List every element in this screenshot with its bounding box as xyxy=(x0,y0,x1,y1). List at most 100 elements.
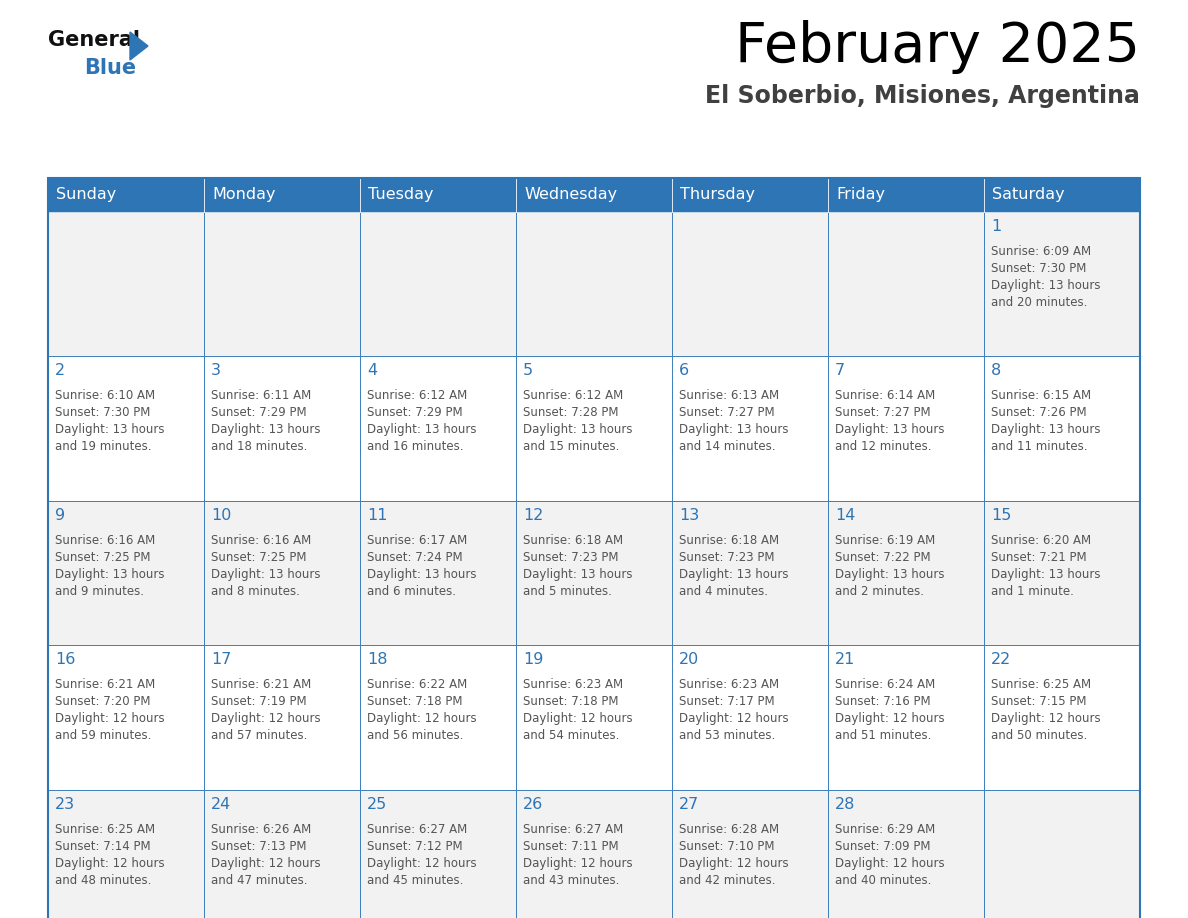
Text: Daylight: 13 hours: Daylight: 13 hours xyxy=(523,423,632,436)
Text: Sunrise: 6:10 AM: Sunrise: 6:10 AM xyxy=(55,389,156,402)
Bar xyxy=(516,789,672,918)
Text: Daylight: 13 hours: Daylight: 13 hours xyxy=(991,423,1100,436)
Text: Sunset: 7:11 PM: Sunset: 7:11 PM xyxy=(523,840,619,853)
Text: Sunset: 7:18 PM: Sunset: 7:18 PM xyxy=(523,695,619,708)
Text: Daylight: 13 hours: Daylight: 13 hours xyxy=(991,279,1100,292)
Text: Sunrise: 6:11 AM: Sunrise: 6:11 AM xyxy=(211,389,311,402)
Bar xyxy=(672,501,828,645)
Text: Sunrise: 6:21 AM: Sunrise: 6:21 AM xyxy=(211,678,311,691)
Text: Daylight: 12 hours: Daylight: 12 hours xyxy=(680,712,789,725)
Text: 6: 6 xyxy=(680,364,689,378)
Text: Daylight: 13 hours: Daylight: 13 hours xyxy=(211,568,321,581)
Bar xyxy=(672,356,828,501)
Text: Sunrise: 6:12 AM: Sunrise: 6:12 AM xyxy=(367,389,467,402)
Text: Daylight: 12 hours: Daylight: 12 hours xyxy=(835,856,944,869)
Text: Sunset: 7:27 PM: Sunset: 7:27 PM xyxy=(680,407,775,420)
Text: and 59 minutes.: and 59 minutes. xyxy=(55,729,151,742)
Text: and 12 minutes.: and 12 minutes. xyxy=(835,441,931,453)
Text: Sunrise: 6:13 AM: Sunrise: 6:13 AM xyxy=(680,389,779,402)
Text: and 6 minutes.: and 6 minutes. xyxy=(367,585,456,598)
Text: and 18 minutes.: and 18 minutes. xyxy=(211,441,308,453)
Bar xyxy=(516,356,672,501)
Polygon shape xyxy=(129,32,148,60)
Bar xyxy=(828,212,984,356)
Text: Blue: Blue xyxy=(84,58,137,78)
Text: and 48 minutes.: and 48 minutes. xyxy=(55,874,151,887)
Text: and 57 minutes.: and 57 minutes. xyxy=(211,729,308,742)
Bar xyxy=(48,356,204,501)
Text: Sunset: 7:30 PM: Sunset: 7:30 PM xyxy=(55,407,151,420)
Text: Daylight: 13 hours: Daylight: 13 hours xyxy=(55,568,164,581)
Text: Sunset: 7:25 PM: Sunset: 7:25 PM xyxy=(211,551,307,564)
Text: Daylight: 12 hours: Daylight: 12 hours xyxy=(991,712,1100,725)
Text: Sunrise: 6:27 AM: Sunrise: 6:27 AM xyxy=(367,823,467,835)
Text: and 20 minutes.: and 20 minutes. xyxy=(991,296,1087,309)
Bar xyxy=(828,789,984,918)
Bar xyxy=(672,212,828,356)
Text: Sunset: 7:26 PM: Sunset: 7:26 PM xyxy=(991,407,1087,420)
Bar xyxy=(672,789,828,918)
Text: 11: 11 xyxy=(367,508,387,522)
Bar xyxy=(828,501,984,645)
Text: 22: 22 xyxy=(991,652,1011,667)
Text: Sunrise: 6:14 AM: Sunrise: 6:14 AM xyxy=(835,389,935,402)
Text: Daylight: 13 hours: Daylight: 13 hours xyxy=(523,568,632,581)
Bar xyxy=(204,212,360,356)
Text: Sunrise: 6:18 AM: Sunrise: 6:18 AM xyxy=(523,533,624,547)
Text: Sunset: 7:17 PM: Sunset: 7:17 PM xyxy=(680,695,775,708)
Bar xyxy=(48,501,204,645)
Text: Friday: Friday xyxy=(836,187,885,203)
Text: Sunrise: 6:27 AM: Sunrise: 6:27 AM xyxy=(523,823,624,835)
Text: and 40 minutes.: and 40 minutes. xyxy=(835,874,931,887)
Bar xyxy=(204,356,360,501)
Text: Sunset: 7:10 PM: Sunset: 7:10 PM xyxy=(680,840,775,853)
Text: Sunrise: 6:25 AM: Sunrise: 6:25 AM xyxy=(55,823,156,835)
Text: and 15 minutes.: and 15 minutes. xyxy=(523,441,619,453)
Text: Daylight: 13 hours: Daylight: 13 hours xyxy=(680,423,789,436)
Bar xyxy=(360,356,516,501)
Text: Sunrise: 6:19 AM: Sunrise: 6:19 AM xyxy=(835,533,935,547)
Text: Sunrise: 6:18 AM: Sunrise: 6:18 AM xyxy=(680,533,779,547)
Text: Daylight: 13 hours: Daylight: 13 hours xyxy=(55,423,164,436)
Text: 4: 4 xyxy=(367,364,377,378)
Text: 12: 12 xyxy=(523,508,543,522)
Bar xyxy=(48,212,204,356)
Text: and 56 minutes.: and 56 minutes. xyxy=(367,729,463,742)
Text: 3: 3 xyxy=(211,364,221,378)
Text: Sunset: 7:30 PM: Sunset: 7:30 PM xyxy=(991,262,1086,275)
Text: Sunrise: 6:22 AM: Sunrise: 6:22 AM xyxy=(367,678,467,691)
Text: and 19 minutes.: and 19 minutes. xyxy=(55,441,152,453)
Text: 23: 23 xyxy=(55,797,75,812)
Text: Sunset: 7:28 PM: Sunset: 7:28 PM xyxy=(523,407,619,420)
Text: Daylight: 12 hours: Daylight: 12 hours xyxy=(835,712,944,725)
Bar xyxy=(204,501,360,645)
Bar xyxy=(984,178,1140,212)
Text: and 11 minutes.: and 11 minutes. xyxy=(991,441,1087,453)
Text: 28: 28 xyxy=(835,797,855,812)
Text: Wednesday: Wednesday xyxy=(524,187,617,203)
Bar xyxy=(48,645,204,789)
Text: Daylight: 12 hours: Daylight: 12 hours xyxy=(367,856,476,869)
Text: and 4 minutes.: and 4 minutes. xyxy=(680,585,767,598)
Text: Sunset: 7:15 PM: Sunset: 7:15 PM xyxy=(991,695,1087,708)
Text: Sunset: 7:16 PM: Sunset: 7:16 PM xyxy=(835,695,930,708)
Text: 15: 15 xyxy=(991,508,1011,522)
Text: Sunrise: 6:12 AM: Sunrise: 6:12 AM xyxy=(523,389,624,402)
Text: Sunset: 7:23 PM: Sunset: 7:23 PM xyxy=(523,551,619,564)
Text: Sunset: 7:19 PM: Sunset: 7:19 PM xyxy=(211,695,307,708)
Text: and 51 minutes.: and 51 minutes. xyxy=(835,729,931,742)
Text: Daylight: 12 hours: Daylight: 12 hours xyxy=(523,856,633,869)
Bar xyxy=(984,501,1140,645)
Text: Sunrise: 6:21 AM: Sunrise: 6:21 AM xyxy=(55,678,156,691)
Text: and 45 minutes.: and 45 minutes. xyxy=(367,874,463,887)
Text: 26: 26 xyxy=(523,797,543,812)
Text: Sunset: 7:29 PM: Sunset: 7:29 PM xyxy=(211,407,307,420)
Text: 19: 19 xyxy=(523,652,543,667)
Text: Sunrise: 6:25 AM: Sunrise: 6:25 AM xyxy=(991,678,1091,691)
Text: Sunset: 7:09 PM: Sunset: 7:09 PM xyxy=(835,840,930,853)
Bar xyxy=(48,178,1140,918)
Text: Daylight: 12 hours: Daylight: 12 hours xyxy=(55,856,165,869)
Text: 17: 17 xyxy=(211,652,232,667)
Text: Sunrise: 6:26 AM: Sunrise: 6:26 AM xyxy=(211,823,311,835)
Text: 13: 13 xyxy=(680,508,700,522)
